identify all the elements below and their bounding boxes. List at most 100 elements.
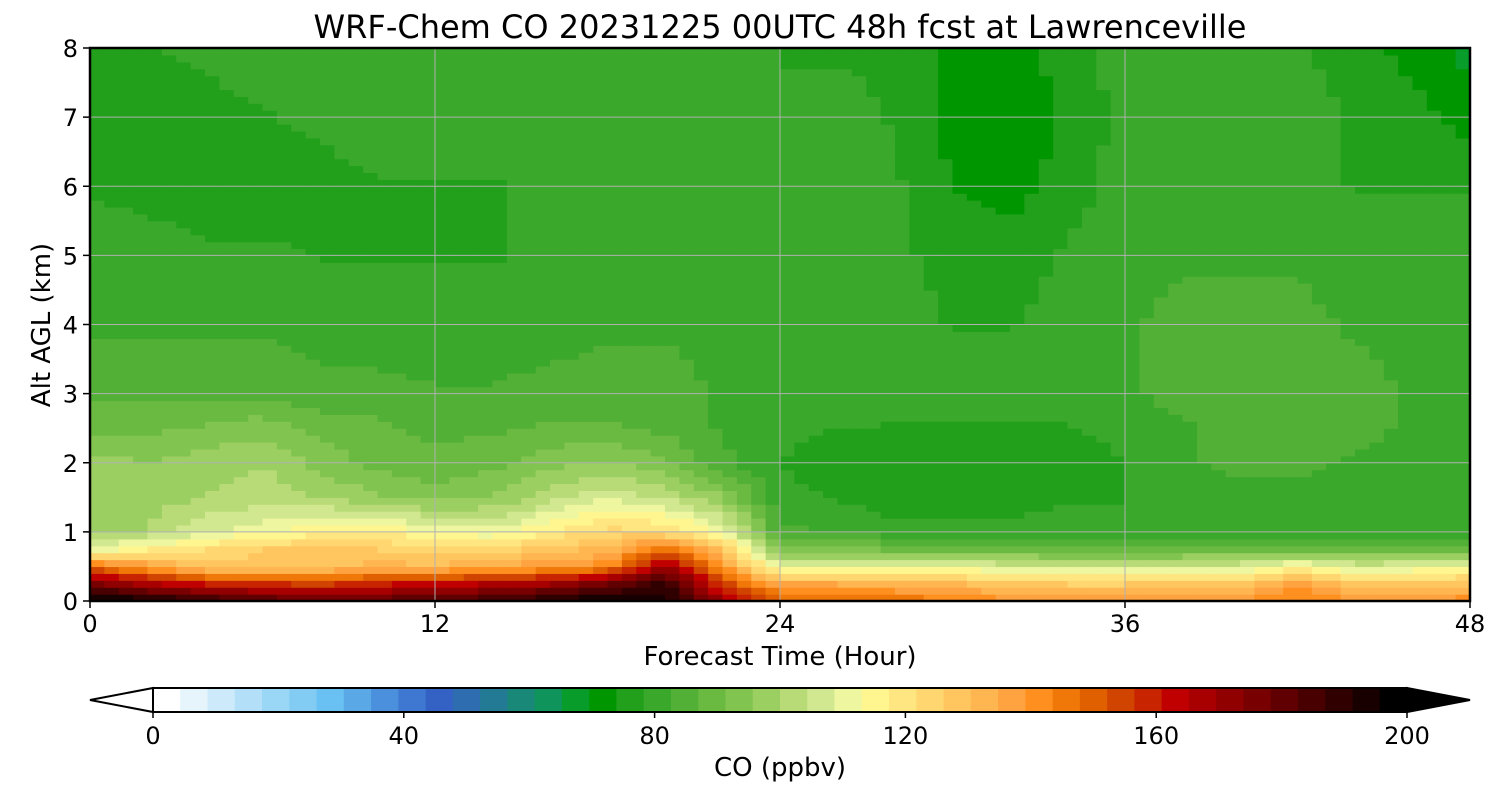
heatmap-cell: [1182, 352, 1198, 360]
heatmap-cell: [1254, 310, 1270, 319]
heatmap-cell: [90, 414, 105, 422]
heatmap-cell: [736, 255, 752, 263]
heatmap-cell: [1254, 573, 1270, 581]
heatmap-cell: [1398, 379, 1414, 388]
heatmap-cell: [665, 573, 680, 581]
heatmap-cell: [248, 504, 264, 512]
heatmap-cell: [1182, 317, 1198, 326]
heatmap-cell: [1096, 310, 1112, 319]
heatmap-cell: [1426, 545, 1442, 554]
heatmap-cell: [1196, 504, 1212, 512]
heatmap-cell: [233, 566, 249, 574]
heatmap-cell: [190, 283, 206, 291]
heatmap-cell: [765, 552, 781, 561]
heatmap-cell: [334, 352, 350, 360]
heatmap-cell: [1182, 241, 1198, 250]
heatmap-cell: [1268, 248, 1284, 256]
heatmap-cell: [607, 462, 623, 471]
heatmap-cell: [118, 490, 134, 498]
heatmap-cell: [1455, 359, 1470, 367]
heatmap-cell: [923, 365, 939, 374]
heatmap-cell: [593, 483, 609, 491]
heatmap-cell: [866, 393, 882, 402]
heatmap-cell: [923, 310, 939, 319]
heatmap-cell: [995, 573, 1011, 581]
heatmap-cell: [1326, 269, 1342, 277]
heatmap-cell: [1355, 276, 1370, 284]
heatmap-cell: [492, 331, 508, 339]
heatmap-cell: [995, 338, 1011, 346]
heatmap-cell: [320, 442, 335, 450]
heatmap-cell: [449, 262, 465, 270]
heatmap-cell: [794, 331, 810, 339]
heatmap-cell: [1254, 504, 1270, 512]
heatmap-cell: [1053, 428, 1069, 436]
heatmap-cell: [593, 317, 609, 326]
heatmap-cell: [938, 545, 954, 554]
heatmap-cell: [291, 296, 307, 305]
heatmap-cell: [636, 518, 652, 526]
heatmap-cell: [1340, 552, 1356, 561]
heatmap-cell: [1153, 414, 1169, 422]
heatmap-cell: [1369, 483, 1385, 491]
heatmap-cell: [722, 414, 738, 422]
heatmap-cell: [305, 372, 321, 381]
heatmap-cell: [1240, 359, 1255, 367]
heatmap-cell: [449, 241, 465, 250]
heatmap-cell: [406, 365, 422, 374]
heatmap-cell: [621, 372, 637, 381]
heatmap-cell: [233, 545, 249, 554]
heatmap-cell: [1398, 594, 1414, 601]
heatmap-cell: [1153, 303, 1169, 312]
heatmap-cell: [190, 352, 206, 360]
heatmap-cell: [276, 490, 292, 498]
heatmap-cell: [780, 518, 795, 526]
heatmap-cell: [1010, 566, 1025, 574]
heatmap-cell: [535, 379, 551, 388]
heatmap-cell: [420, 469, 436, 478]
heatmap-cell: [1340, 421, 1356, 429]
heatmap-cell: [1426, 359, 1442, 367]
heatmap-cell: [1081, 483, 1097, 491]
heatmap-cell: [693, 359, 709, 367]
heatmap-cell: [1067, 497, 1083, 505]
heatmap-cell: [90, 462, 105, 471]
heatmap-cell: [219, 407, 235, 415]
heatmap-cell: [1297, 511, 1313, 519]
heatmap-cell: [161, 490, 177, 498]
heatmap-cell: [780, 345, 795, 353]
heatmap-cell: [808, 345, 824, 353]
heatmap-cell: [1110, 289, 1126, 298]
heatmap-cell: [564, 372, 580, 381]
heatmap-cell: [794, 393, 810, 402]
heatmap-cell: [981, 518, 997, 526]
heatmap-cell: [420, 428, 436, 436]
heatmap-cell: [133, 573, 149, 581]
heatmap-cell: [363, 372, 379, 381]
heatmap-cell: [1081, 317, 1097, 326]
heatmap-cell: [564, 386, 580, 395]
heatmap-cell: [823, 331, 839, 339]
heatmap-cell: [1355, 511, 1370, 519]
heatmap-cell: [1125, 428, 1140, 436]
heatmap-cell: [1139, 462, 1155, 471]
heatmap-cell: [478, 393, 494, 402]
heatmap-cell: [478, 573, 494, 581]
heatmap-cell: [334, 296, 350, 305]
heatmap-cell: [909, 497, 925, 505]
heatmap-cell: [923, 289, 939, 298]
heatmap-cell: [118, 317, 134, 326]
heatmap-cell: [1038, 448, 1054, 457]
heatmap-cell: [1038, 587, 1054, 595]
heatmap-cell: [693, 587, 709, 595]
heatmap-cell: [463, 379, 479, 388]
heatmap-cell: [1053, 255, 1069, 263]
heatmap-cell: [1383, 289, 1399, 298]
heatmap-cell: [1283, 262, 1299, 270]
heatmap-cell: [909, 289, 925, 298]
heatmap-cell: [808, 241, 824, 250]
heatmap-cell: [1268, 345, 1284, 353]
heatmap-cell: [435, 442, 450, 450]
heatmap-cell: [348, 400, 364, 409]
heatmap-cell: [1225, 511, 1241, 519]
